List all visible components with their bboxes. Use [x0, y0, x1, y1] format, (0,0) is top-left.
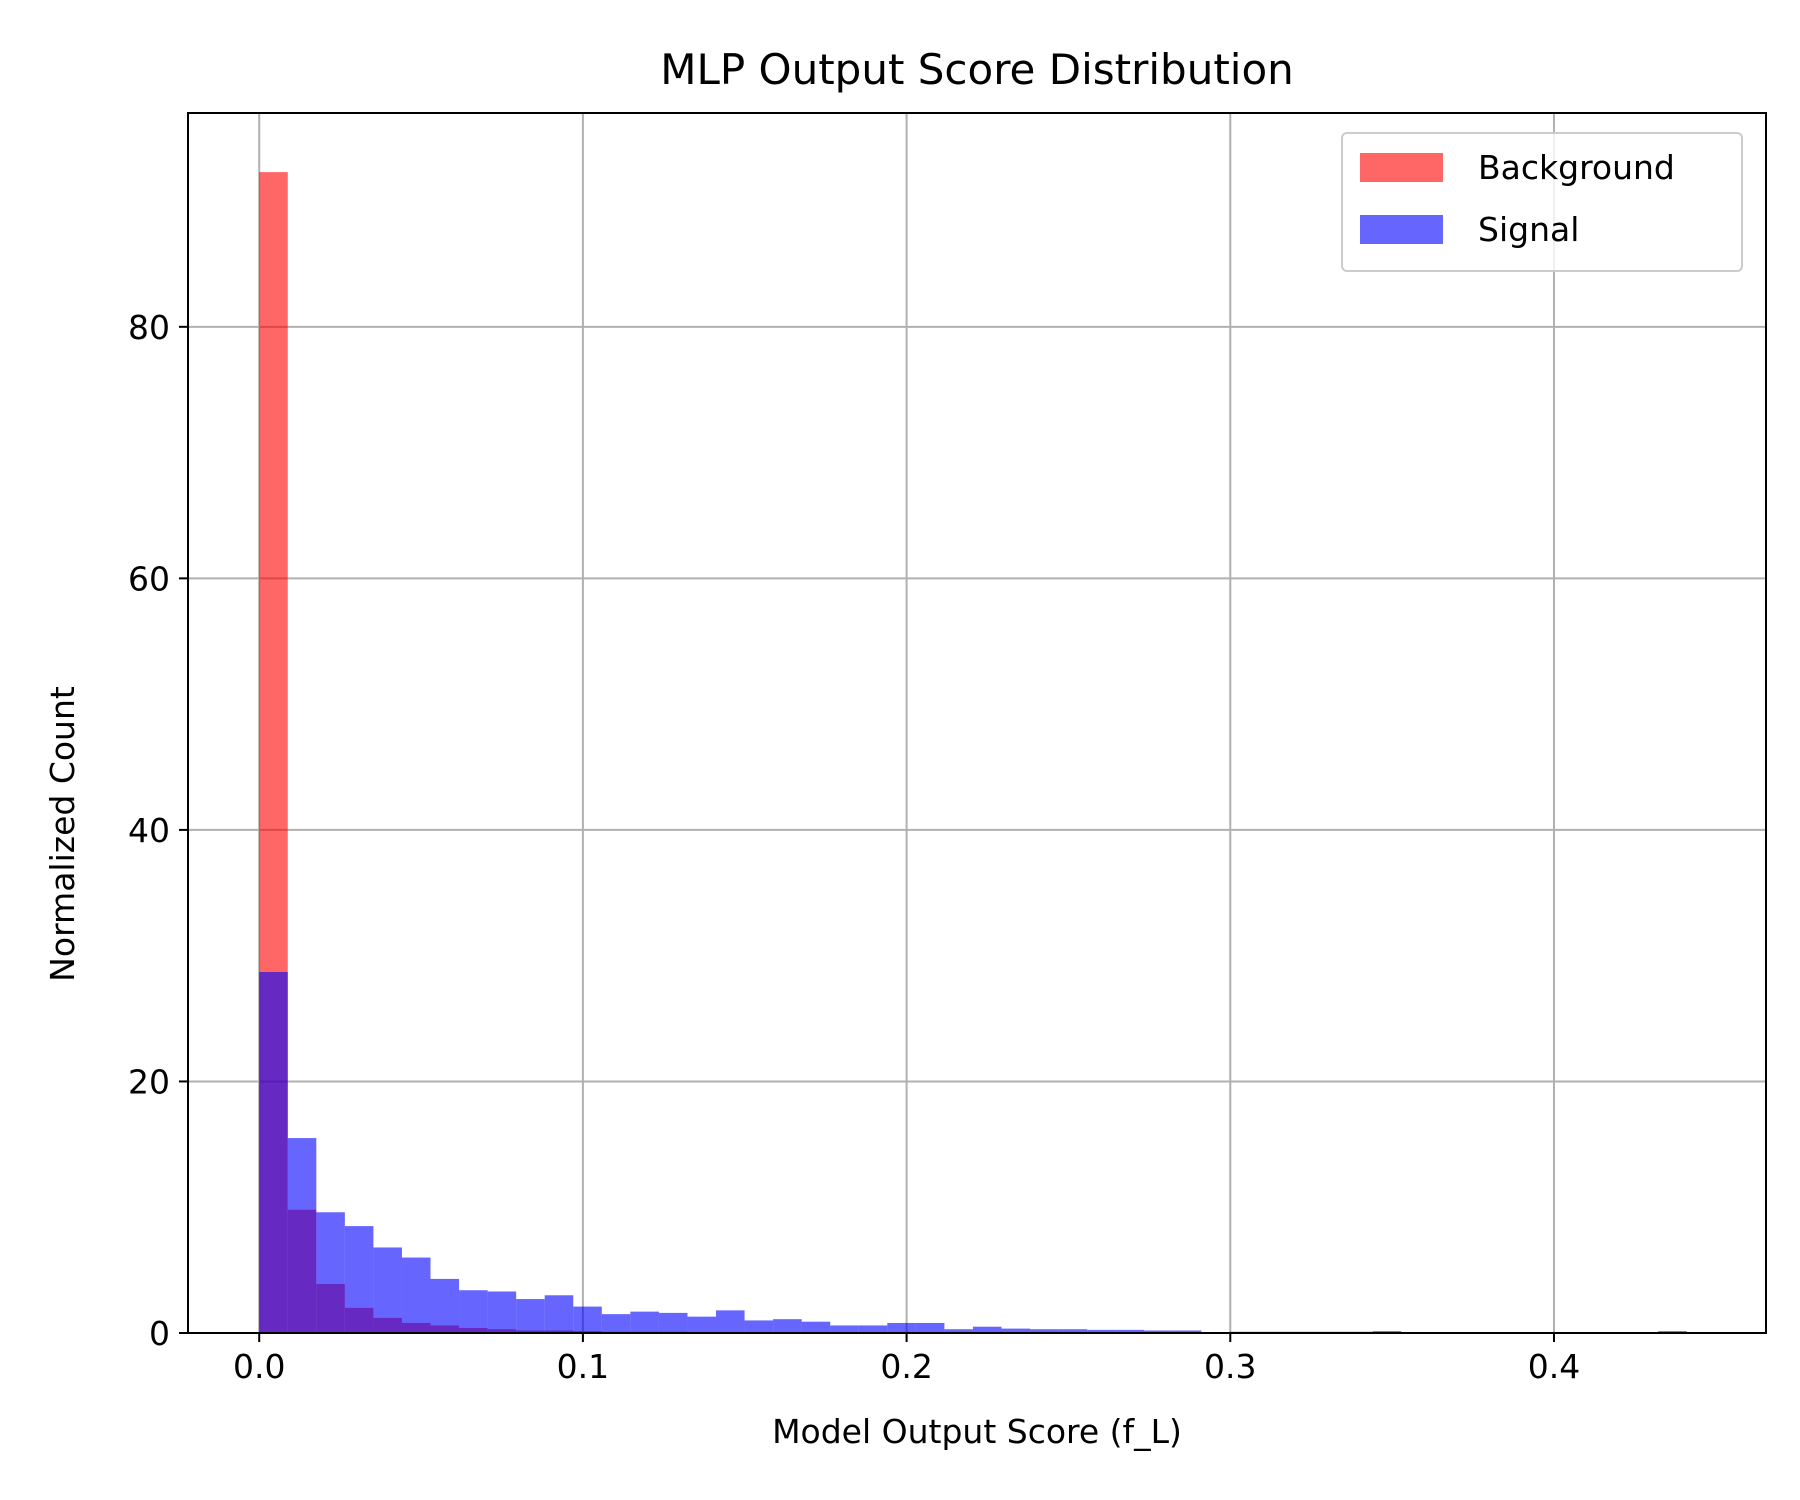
- signal-bar: [830, 1325, 859, 1333]
- signal-bar: [915, 1322, 945, 1333]
- chart-title: MLP Output Score Distribution: [660, 45, 1294, 94]
- signal-bar: [516, 1299, 545, 1333]
- signal-bar: [401, 1257, 431, 1333]
- signal-bar: [259, 972, 288, 1333]
- signal-bar: [658, 1312, 688, 1333]
- signal-bar: [801, 1321, 831, 1333]
- legend-label-signal: Signal: [1478, 210, 1579, 249]
- x-tick-label: 0.4: [1528, 1347, 1580, 1386]
- signal-bar: [944, 1329, 973, 1333]
- signal-bar: [487, 1291, 517, 1333]
- x-tick-label: 0.2: [880, 1347, 932, 1386]
- signal-bar: [459, 1290, 488, 1333]
- plot-frame: [187, 112, 1767, 1334]
- signal-bar: [430, 1278, 460, 1333]
- signal-bar: [744, 1320, 774, 1333]
- signal-bar: [287, 1138, 317, 1333]
- signal-bar: [601, 1314, 631, 1333]
- signal-bar: [887, 1322, 916, 1333]
- legend-label-background: Background: [1478, 148, 1675, 187]
- signal-bar: [316, 1212, 345, 1333]
- signal-bar: [630, 1311, 659, 1333]
- signal-bar: [1001, 1328, 1031, 1333]
- y-tick-label: 20: [128, 1062, 170, 1101]
- grid-lines: [188, 113, 1766, 1334]
- histogram-bars: [259, 172, 1687, 1333]
- signal-bar: [544, 1295, 574, 1333]
- signal-bar: [1030, 1329, 1059, 1333]
- series-background-bars: [259, 172, 1259, 1333]
- signal-bar: [972, 1326, 1002, 1333]
- signal-bar: [773, 1319, 802, 1333]
- x-tick-label: 0.1: [557, 1347, 609, 1386]
- y-tick-label: 0: [149, 1314, 170, 1353]
- signal-bar: [1087, 1329, 1116, 1333]
- signal-bar: [858, 1325, 888, 1333]
- signal-bar: [1115, 1329, 1145, 1333]
- signal-bar: [716, 1310, 745, 1333]
- signal-bar: [344, 1226, 374, 1333]
- signal-bar: [573, 1306, 602, 1333]
- signal-bar: [1144, 1330, 1173, 1333]
- y-tick-label: 60: [128, 559, 170, 598]
- legend-swatch-signal: [1360, 215, 1443, 244]
- x-tick-label: 0.0: [233, 1347, 285, 1386]
- y-tick-label: 40: [128, 811, 170, 850]
- y-axis-label: Normalized Count: [43, 686, 82, 982]
- series-signal-bars: [259, 972, 1687, 1333]
- signal-bar: [373, 1247, 402, 1333]
- legend-swatch-background: [1360, 153, 1443, 182]
- signal-bar: [687, 1316, 717, 1333]
- x-tick-label: 0.3: [1204, 1347, 1256, 1386]
- x-axis-label: Model Output Score (f_L): [772, 1412, 1182, 1451]
- signal-bar: [1058, 1329, 1088, 1333]
- axis-ticks: 0.0 0.1 0.2 0.3 0.4 0 20 40 60 80: [128, 308, 1580, 1386]
- legend: Background Signal: [1341, 132, 1743, 272]
- signal-bar: [1172, 1330, 1202, 1333]
- y-tick-label: 80: [128, 308, 170, 347]
